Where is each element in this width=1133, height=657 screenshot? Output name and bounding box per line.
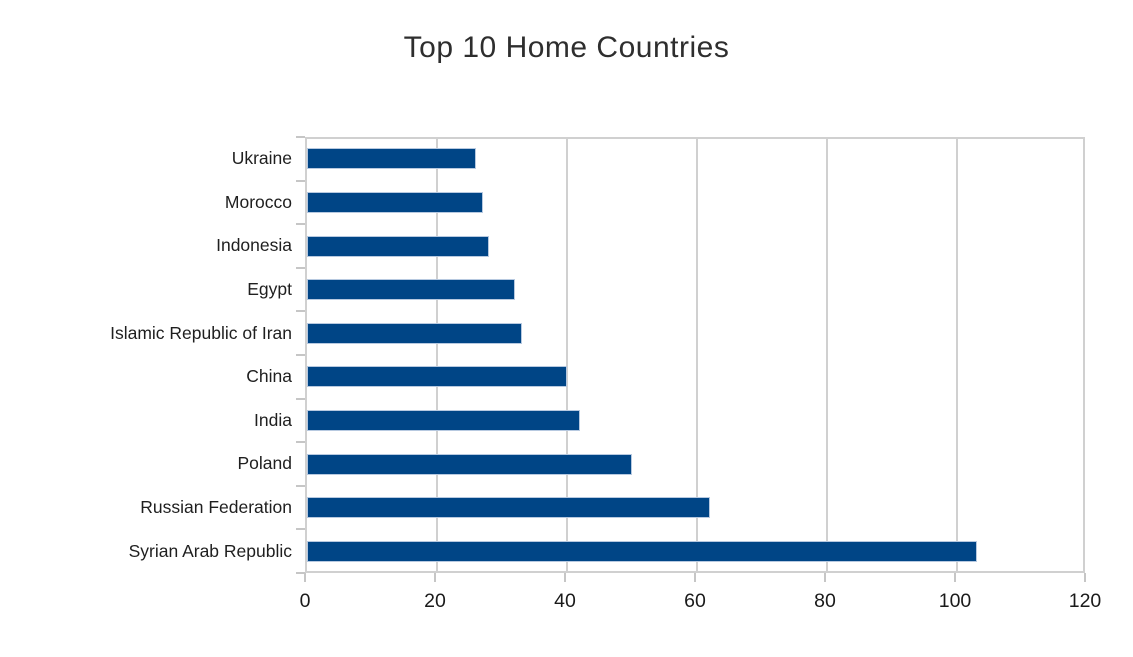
- y-axis-label: Egypt: [247, 279, 292, 300]
- x-axis-label: 60: [684, 590, 706, 612]
- gridline-x-100: [956, 139, 958, 571]
- bar-morocco: [307, 191, 483, 213]
- x-axis-tick: [434, 573, 436, 582]
- x-axis-label: 40: [554, 590, 576, 612]
- y-axis-tick: [296, 354, 305, 356]
- x-axis-tick: [694, 573, 696, 582]
- x-axis-label: 0: [299, 590, 311, 612]
- y-axis-tick: [296, 136, 305, 138]
- y-axis-label: Syrian Arab Republic: [128, 540, 292, 561]
- y-axis-tick: [296, 397, 305, 400]
- y-axis-label: Morocco: [224, 191, 292, 212]
- y-axis-tick: [296, 266, 305, 269]
- bar-indonesia: [307, 235, 489, 257]
- bar-india: [307, 409, 580, 431]
- gridline-x-80: [826, 139, 828, 571]
- x-axis-tick: [1084, 573, 1086, 582]
- bar-islamic-republic-of-iran: [307, 322, 522, 344]
- y-axis-tick: [296, 223, 305, 226]
- y-axis-tick: [296, 310, 305, 313]
- x-axis-tick: [564, 573, 566, 582]
- bar-ukraine: [307, 148, 476, 170]
- y-axis-label: India: [254, 409, 292, 430]
- bar-china: [307, 366, 567, 388]
- y-axis-label: Islamic Republic of Iran: [110, 322, 292, 343]
- y-axis-label: Ukraine: [231, 148, 292, 169]
- chart-title: Top 10 Home Countries: [403, 31, 730, 64]
- y-axis-tick: [296, 572, 305, 574]
- x-axis-label: 20: [424, 590, 446, 612]
- x-axis-label: 80: [814, 590, 836, 612]
- bar-russian-federation: [307, 497, 710, 519]
- bar-egypt: [307, 279, 515, 301]
- y-axis-tick: [296, 179, 305, 182]
- x-axis-tick: [304, 573, 306, 582]
- y-axis-label: Russian Federation: [140, 497, 292, 518]
- plot-area: [305, 137, 1085, 573]
- y-axis-label: Poland: [237, 453, 293, 474]
- y-axis-tick: [296, 528, 305, 531]
- x-axis-tick: [824, 573, 826, 582]
- x-axis-label: 120: [1068, 590, 1102, 612]
- gridline-x-60: [696, 139, 698, 571]
- bar-syrian-arab-republic: [307, 540, 977, 562]
- x-axis-label: 100: [938, 590, 972, 612]
- y-axis-label: China: [246, 366, 292, 387]
- y-axis-tick: [296, 441, 305, 444]
- bar-poland: [307, 453, 632, 475]
- x-axis-tick: [954, 573, 956, 582]
- gridline-x-40: [566, 139, 568, 571]
- y-axis-tick: [296, 484, 305, 487]
- gridline-x-20: [436, 139, 438, 571]
- y-axis-label: Indonesia: [216, 235, 292, 256]
